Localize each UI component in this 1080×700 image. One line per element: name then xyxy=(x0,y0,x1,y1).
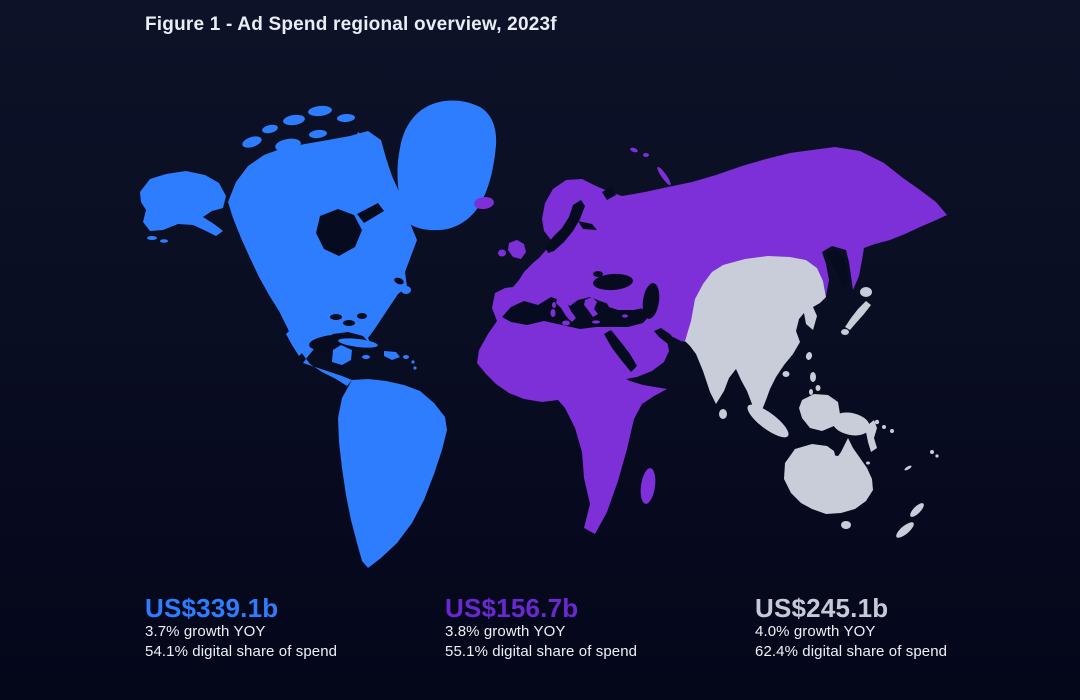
stat-block-apac: US$245.1b 4.0% growth YOY 62.4% digital … xyxy=(755,594,947,661)
map-sea-overlays-americas xyxy=(309,203,404,352)
apac-growth: 4.0% growth YOY xyxy=(755,623,876,640)
map-sea-overlays-emea-east xyxy=(593,271,660,319)
stat-block-americas: US$339.1b 3.7% growth YOY 54.1% digital … xyxy=(145,594,337,661)
map-region-emea xyxy=(474,147,947,534)
apac-digital-share: 62.4% digital share of spend xyxy=(755,642,948,660)
americas-spend-value: US$339.1b xyxy=(145,593,279,623)
figure-title: Figure 1 - Ad Spend regional overview, 2… xyxy=(145,14,557,35)
emea-spend-value: US$156.7b xyxy=(445,593,579,623)
map-region-americas xyxy=(140,100,497,568)
stat-block-emea: US$156.7b 3.8% growth YOY 55.1% digital … xyxy=(445,594,637,661)
americas-digital-share: 54.1% digital share of spend xyxy=(145,642,338,660)
map-peninsulas-emea xyxy=(550,290,650,326)
map-region-apac xyxy=(685,256,939,538)
emea-growth: 3.8% growth YOY xyxy=(445,623,566,640)
americas-growth: 3.7% growth YOY xyxy=(145,623,266,640)
apac-spend-value: US$245.1b xyxy=(755,593,889,623)
emea-digital-share: 55.1% digital share of spend xyxy=(445,642,638,660)
map-islands-americas xyxy=(286,330,417,370)
